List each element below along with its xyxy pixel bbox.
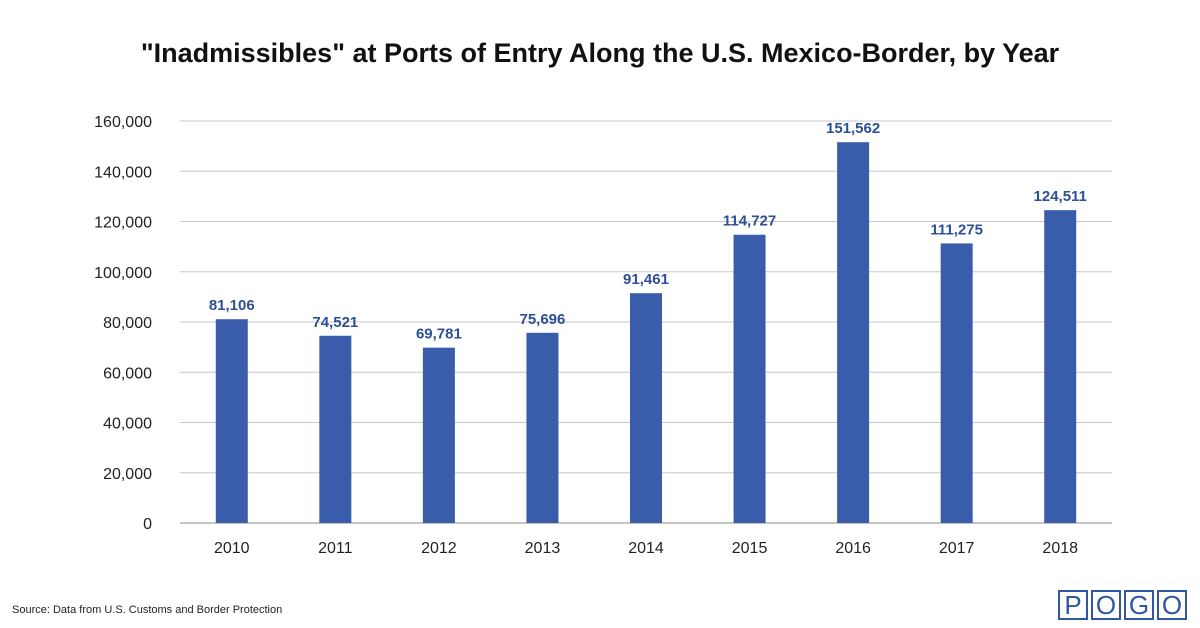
bar <box>1044 210 1077 523</box>
y-tick-label: 80,000 <box>103 315 152 332</box>
x-tick-label: 2015 <box>732 540 768 557</box>
logo-letter: P <box>1058 590 1088 620</box>
y-tick-label: 40,000 <box>103 416 152 433</box>
y-tick-label: 20,000 <box>103 466 152 483</box>
data-label: 75,696 <box>519 311 565 328</box>
data-label: 111,275 <box>930 221 983 238</box>
bar <box>319 335 352 523</box>
x-tick-label: 2014 <box>628 540 664 557</box>
pogo-logo: P O G O <box>1058 590 1187 620</box>
bar <box>837 142 870 523</box>
data-label: 124,511 <box>1034 188 1087 205</box>
x-tick-label: 2016 <box>835 540 871 557</box>
y-tick-label: 160,000 <box>94 114 152 131</box>
chart-title: "Inadmissibles" at Ports of Entry Along … <box>140 38 1060 68</box>
x-tick-label: 2018 <box>1042 540 1078 557</box>
data-label: 74,521 <box>312 314 358 331</box>
x-tick-label: 2012 <box>421 540 457 557</box>
x-tick-label: 2017 <box>939 540 975 557</box>
x-tick-label: 2011 <box>318 540 353 557</box>
y-tick-label: 0 <box>143 516 152 533</box>
logo-letter: O <box>1157 590 1187 620</box>
bar <box>733 234 766 523</box>
data-label: 151,562 <box>826 120 880 137</box>
x-tick-label: 2013 <box>525 540 561 557</box>
logo-letter: O <box>1091 590 1121 620</box>
y-tick-label: 60,000 <box>103 365 152 382</box>
bar <box>215 319 248 523</box>
data-label: 81,106 <box>209 297 255 314</box>
logo-letter: G <box>1124 590 1154 620</box>
bar <box>422 347 455 523</box>
y-tick-label: 100,000 <box>94 265 152 282</box>
y-tick-label: 140,000 <box>94 164 152 181</box>
data-label: 69,781 <box>416 326 462 343</box>
source-note: Source: Data from U.S. Customs and Borde… <box>12 604 283 616</box>
bar <box>940 243 973 523</box>
x-tick-label: 2010 <box>214 540 250 557</box>
bar <box>630 293 662 523</box>
y-tick-label: 120,000 <box>94 215 152 232</box>
bar <box>526 332 559 523</box>
data-label: 91,461 <box>623 271 669 288</box>
data-label: 114,727 <box>723 213 776 230</box>
